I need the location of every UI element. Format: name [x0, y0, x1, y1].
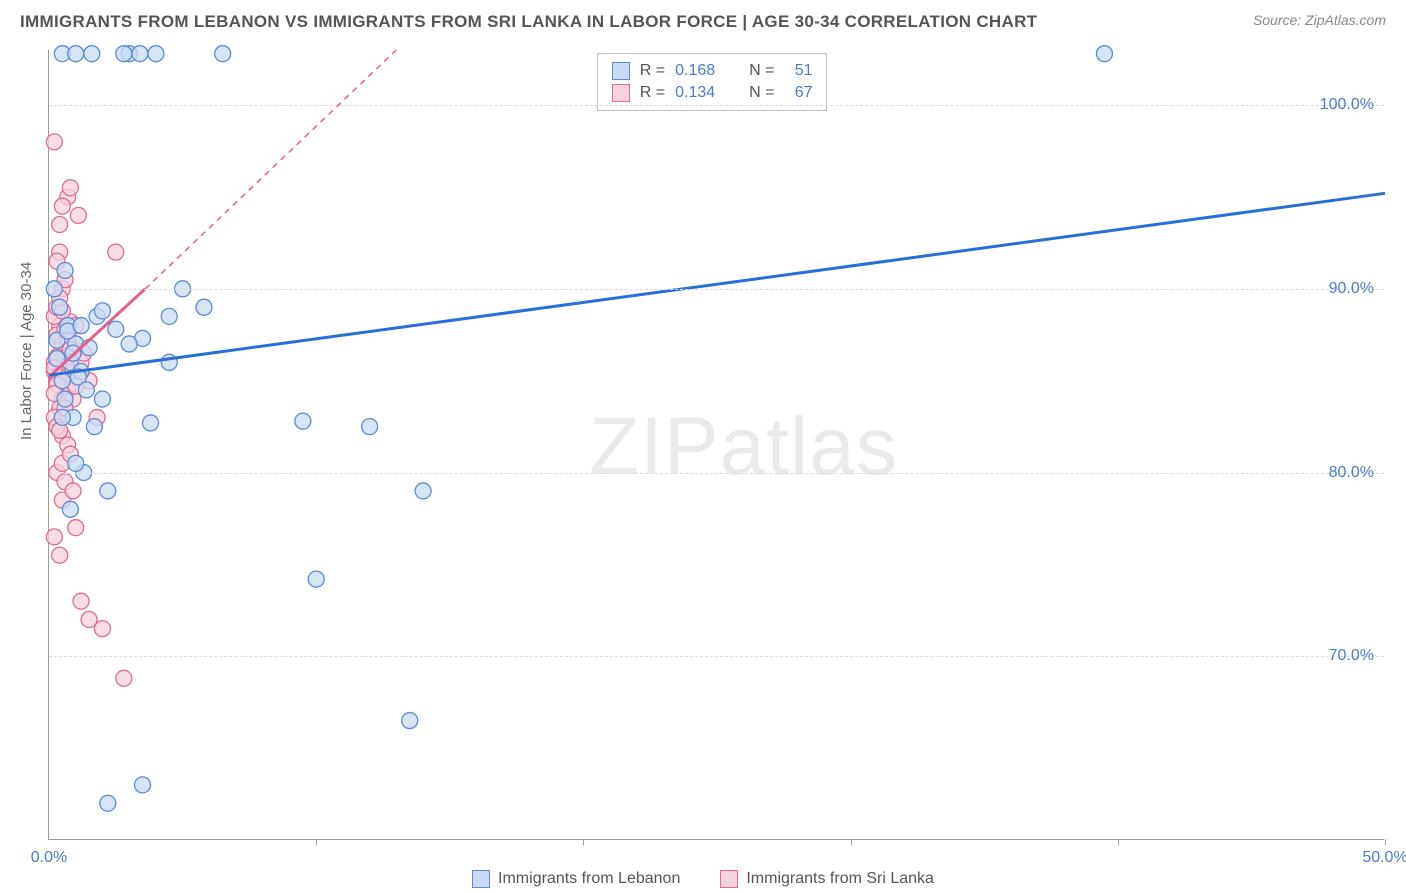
scatter-point [65, 483, 81, 499]
n-label: N = [749, 62, 774, 80]
legend-stat-row: R = 0.168 N = 51 [612, 60, 813, 82]
scatter-point [108, 244, 124, 260]
source-label: Source: ZipAtlas.com [1253, 12, 1386, 28]
ytick-label: 70.0% [1329, 647, 1374, 665]
scatter-point [52, 547, 68, 563]
n-value: 51 [784, 62, 812, 80]
scatter-point [86, 419, 102, 435]
legend-label: Immigrants from Sri Lanka [746, 870, 934, 888]
plot-area: ZIPatlas R =0.168N =51R =0.134N =67 70.0… [48, 50, 1384, 840]
scatter-point [73, 318, 89, 334]
scatter-point [94, 621, 110, 637]
xtick-mark [583, 839, 584, 845]
ytick-label: 100.0% [1320, 96, 1374, 114]
trend-line-blue [49, 193, 1385, 375]
scatter-point [57, 262, 73, 278]
xtick-mark [1118, 839, 1119, 845]
scatter-point [73, 593, 89, 609]
scatter-point [70, 207, 86, 223]
scatter-point [116, 670, 132, 686]
legend-bottom: Immigrants from Lebanon Immigrants from S… [0, 870, 1406, 888]
r-value: 0.168 [675, 62, 715, 80]
scatter-point [108, 321, 124, 337]
r-value: 0.134 [675, 84, 715, 102]
scatter-point [52, 217, 68, 233]
scatter-point [94, 303, 110, 319]
xtick-mark [316, 839, 317, 845]
scatter-point [54, 409, 70, 425]
scatter-point [46, 529, 62, 545]
scatter-point [215, 46, 231, 62]
scatter-point [68, 46, 84, 62]
n-value: 67 [784, 84, 812, 102]
legend-label: Immigrants from Lebanon [498, 870, 680, 888]
scatter-point [295, 413, 311, 429]
r-label: R = [640, 62, 665, 80]
scatter-point [78, 382, 94, 398]
gridline-h [49, 289, 1384, 290]
xtick-mark [851, 839, 852, 845]
legend-stat-row: R = 0.134 N = 67 [612, 82, 813, 104]
xtick-mark [1385, 839, 1386, 845]
scatter-point [308, 571, 324, 587]
scatter-point [135, 777, 151, 793]
legend-swatch [612, 62, 630, 80]
scatter-point [132, 46, 148, 62]
scatter-point [52, 299, 68, 315]
scatter-point [143, 415, 159, 431]
scatter-point [148, 46, 164, 62]
scatter-point [84, 46, 100, 62]
scatter-point [68, 520, 84, 536]
n-label: N = [749, 84, 774, 102]
scatter-point [100, 795, 116, 811]
scatter-point [62, 180, 78, 196]
scatter-point [161, 308, 177, 324]
scatter-point [54, 198, 70, 214]
legend-swatch [472, 870, 490, 888]
scatter-svg [49, 50, 1384, 839]
scatter-point [94, 391, 110, 407]
scatter-point [62, 501, 78, 517]
scatter-point [362, 419, 378, 435]
chart-title: IMMIGRANTS FROM LEBANON VS IMMIGRANTS FR… [20, 12, 1037, 32]
y-axis-label: In Labor Force | Age 30-34 [18, 262, 35, 440]
scatter-point [402, 713, 418, 729]
gridline-h [49, 105, 1384, 106]
scatter-point [46, 134, 62, 150]
trend-line-pink-dashed [145, 50, 396, 289]
ytick-label: 90.0% [1329, 280, 1374, 298]
ytick-label: 80.0% [1329, 464, 1374, 482]
gridline-h [49, 473, 1384, 474]
xtick-label: 0.0% [31, 849, 67, 867]
scatter-point [100, 483, 116, 499]
legend-item: Immigrants from Sri Lanka [720, 870, 934, 888]
gridline-h [49, 656, 1384, 657]
xtick-label: 50.0% [1362, 849, 1406, 867]
scatter-point [68, 455, 84, 471]
scatter-point [1096, 46, 1112, 62]
scatter-point [415, 483, 431, 499]
scatter-point [116, 46, 132, 62]
legend-stats: R = 0.168 N = 51 R = 0.134 N = 67 [597, 53, 828, 111]
scatter-point [196, 299, 212, 315]
scatter-point [121, 336, 137, 352]
legend-item: Immigrants from Lebanon [472, 870, 680, 888]
r-label: R = [640, 84, 665, 102]
scatter-point [57, 391, 73, 407]
legend-swatch [720, 870, 738, 888]
legend-swatch [612, 84, 630, 102]
